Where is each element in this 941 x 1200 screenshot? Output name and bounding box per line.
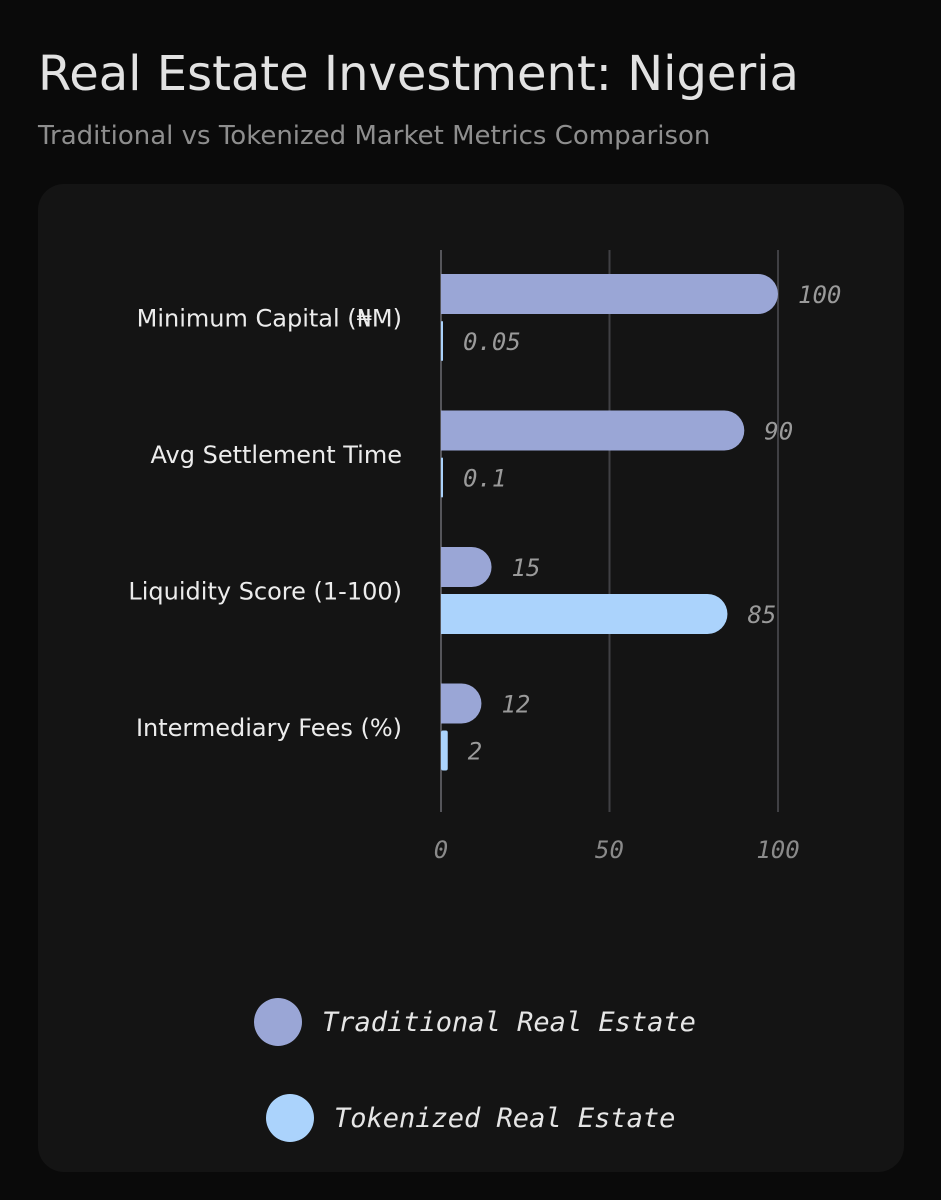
bar-value-label: 85 xyxy=(747,601,776,629)
bar-traditional xyxy=(441,547,492,587)
bar-value-label: 15 xyxy=(512,554,541,582)
category-label: Avg Settlement Time xyxy=(151,441,402,469)
legend-label-tokenized: Tokenized Real Estate xyxy=(334,1102,676,1134)
bar-value-label: 90 xyxy=(764,418,793,446)
category-label: Liquidity Score (1-100) xyxy=(128,578,402,606)
legend-swatch-traditional xyxy=(254,998,302,1046)
bar-traditional xyxy=(441,410,745,451)
x-tick-label: 50 xyxy=(595,836,624,864)
category-label: Minimum Capital (₦M) xyxy=(137,305,402,333)
bar-value-label: 0.1 xyxy=(463,465,506,493)
bar-traditional xyxy=(441,683,482,724)
bar-tokenized xyxy=(441,594,728,634)
page-subtitle: Traditional vs Tokenized Market Metrics … xyxy=(38,121,711,151)
bar-tokenized xyxy=(441,730,448,771)
legend-item-traditional[interactable]: Traditional Real Estate xyxy=(254,996,696,1048)
bar-traditional xyxy=(441,274,778,314)
x-tick-label: 0 xyxy=(434,836,448,864)
bar-value-label: 2 xyxy=(468,738,482,766)
bar-tokenized xyxy=(441,321,443,361)
bar-chart: 0 50 100 Minimum Capital (₦M) 100 0.05 Avg Set… xyxy=(128,250,841,864)
legend-swatch-tokenized xyxy=(266,1094,314,1142)
legend-label-traditional: Traditional Real Estate xyxy=(322,1006,696,1038)
bar-value-label: 12 xyxy=(501,691,530,719)
legend-item-tokenized[interactable]: Tokenized Real Estate xyxy=(266,1092,675,1144)
page-title: Real Estate Investment: Nigeria xyxy=(38,46,799,102)
bar-value-label: 0.05 xyxy=(463,328,521,356)
x-tick-label: 100 xyxy=(756,836,799,864)
bar-tokenized xyxy=(441,457,443,498)
category-label: Intermediary Fees (%) xyxy=(136,714,402,742)
bar-value-label: 100 xyxy=(798,281,841,309)
chart-card: 0 50 100 Minimum Capital (₦M) 100 0.05 Avg Set… xyxy=(38,184,904,1172)
